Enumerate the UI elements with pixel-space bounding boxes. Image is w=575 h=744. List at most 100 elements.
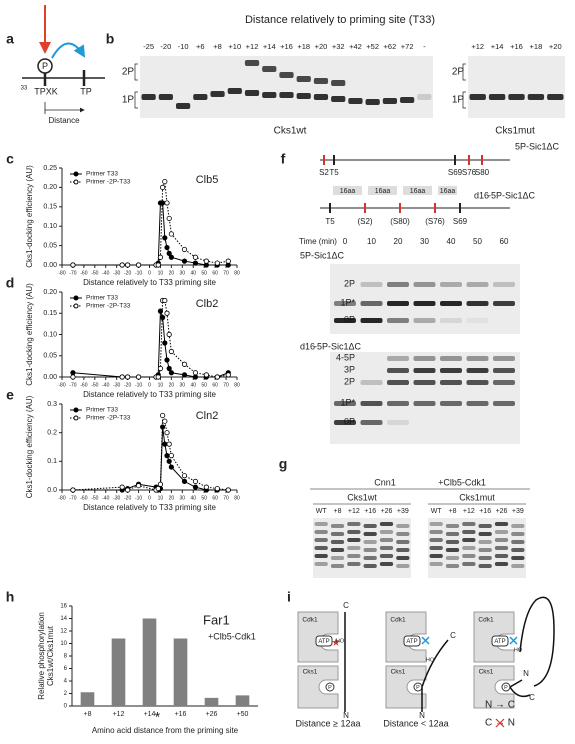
data-point [181,372,188,378]
gel-band [511,564,525,568]
data-point [168,348,174,355]
x-tick-label: -50 [91,495,98,501]
x-tick-label: -10 [135,495,142,501]
gel-band [417,94,432,100]
x-tick-label: -80 [58,270,65,276]
y-tick-label: 0.0 [47,487,57,494]
gel-band [478,540,492,544]
band-bracket [134,91,138,109]
blocked-mark [495,718,505,728]
data-point [225,487,231,493]
y-tick-label: 0.20 [43,184,57,191]
gel-band [445,548,460,552]
atp-label: ATP [406,639,417,645]
data-point [125,487,131,493]
spacer-box [368,186,397,195]
annotation: * [155,709,161,725]
x-tick-label: +12 [113,711,125,718]
band-label: 1P [452,95,465,106]
gel-band [314,554,328,558]
lane-label: +16 [479,508,491,515]
time-value: 10 [367,237,376,246]
x-tick-label: 80 [234,382,240,388]
data-point [164,200,170,206]
lane-label: +16 [280,42,293,51]
gel-title: -5P-Sic1ΔC [314,341,362,351]
site-label: T5 [325,217,335,226]
gel-band [466,356,489,361]
lane-label: +42 [349,42,362,51]
data-point [203,372,209,378]
x-axis-label: Distance relatively to T33 priming site [83,503,216,512]
gel-band [347,538,361,542]
legend-label: Primer T33 [86,407,118,414]
gel-band [387,301,409,306]
adaptor-shape [385,665,427,709]
gel-band [440,301,462,306]
blocked-mark [421,636,430,645]
star [332,638,340,646]
data-point [70,370,76,376]
gel-band [360,401,383,406]
x-tick-label: -50 [91,382,98,388]
gel-band [331,80,346,86]
x-tick-label: -70 [69,270,76,276]
legend-label: Primer -2P-T33 [86,179,131,186]
data-point [192,478,199,484]
x-tick-label: 20 [169,270,175,276]
site-label: S2 [319,168,329,177]
legend-marker [73,407,79,413]
diagram-caption: Distance < 12aa [383,718,448,728]
atp-label: ATP [318,639,329,645]
gel-band [363,540,377,544]
lane-label: -10 [178,42,189,51]
spacer-box [403,186,432,195]
data-point [214,374,220,380]
y-tick-label: 10 [60,641,67,647]
gel-band [396,524,410,528]
gel-band [493,380,515,385]
substrate [421,639,449,712]
site-label: S80 [475,168,490,177]
construct-label: -5P-Sic1ΔC [488,190,536,200]
time-value: 40 [447,237,456,246]
gel-band [494,554,509,558]
data-point [119,484,125,490]
x-tick-label: -70 [69,495,76,501]
x-tick-label: 70 [223,495,229,501]
x-tick-label: 60 [212,495,218,501]
gel-band [330,524,345,528]
gel-band [478,548,492,552]
lane-label: +26 [381,508,393,515]
gel-band [478,532,492,536]
spacer-box [333,186,362,195]
gel-band [511,540,525,544]
data-point [125,374,131,380]
gel-band [331,96,346,102]
phospho-label: P [328,685,332,691]
x-tick-label: +8 [84,711,92,718]
gel-band [279,72,294,78]
bar [111,638,126,706]
ho-label: HO [426,657,435,663]
gel-label: Cks1mut [495,126,535,137]
gel-band [413,318,436,323]
terminus-label: C [343,601,349,610]
x-tick-label: -80 [58,382,65,388]
data-point [70,262,76,268]
data-point [225,372,231,378]
x-tick-label: -10 [135,270,142,276]
x-tick-label: -20 [124,382,131,388]
site-label: (S80) [390,217,410,226]
y-axis-label: Cks1-docking efficiency (AU) [25,283,34,386]
x-tick-label: 80 [234,270,240,276]
panel-label: e [6,387,14,403]
gel-band [440,282,462,287]
gel-band [347,530,361,534]
bar [204,697,219,706]
x-tick-label: -60 [80,270,87,276]
data-point [181,478,188,484]
gel-band [429,546,443,550]
x-tick-label: -40 [102,382,109,388]
y-tick-label: 12 [60,629,67,635]
